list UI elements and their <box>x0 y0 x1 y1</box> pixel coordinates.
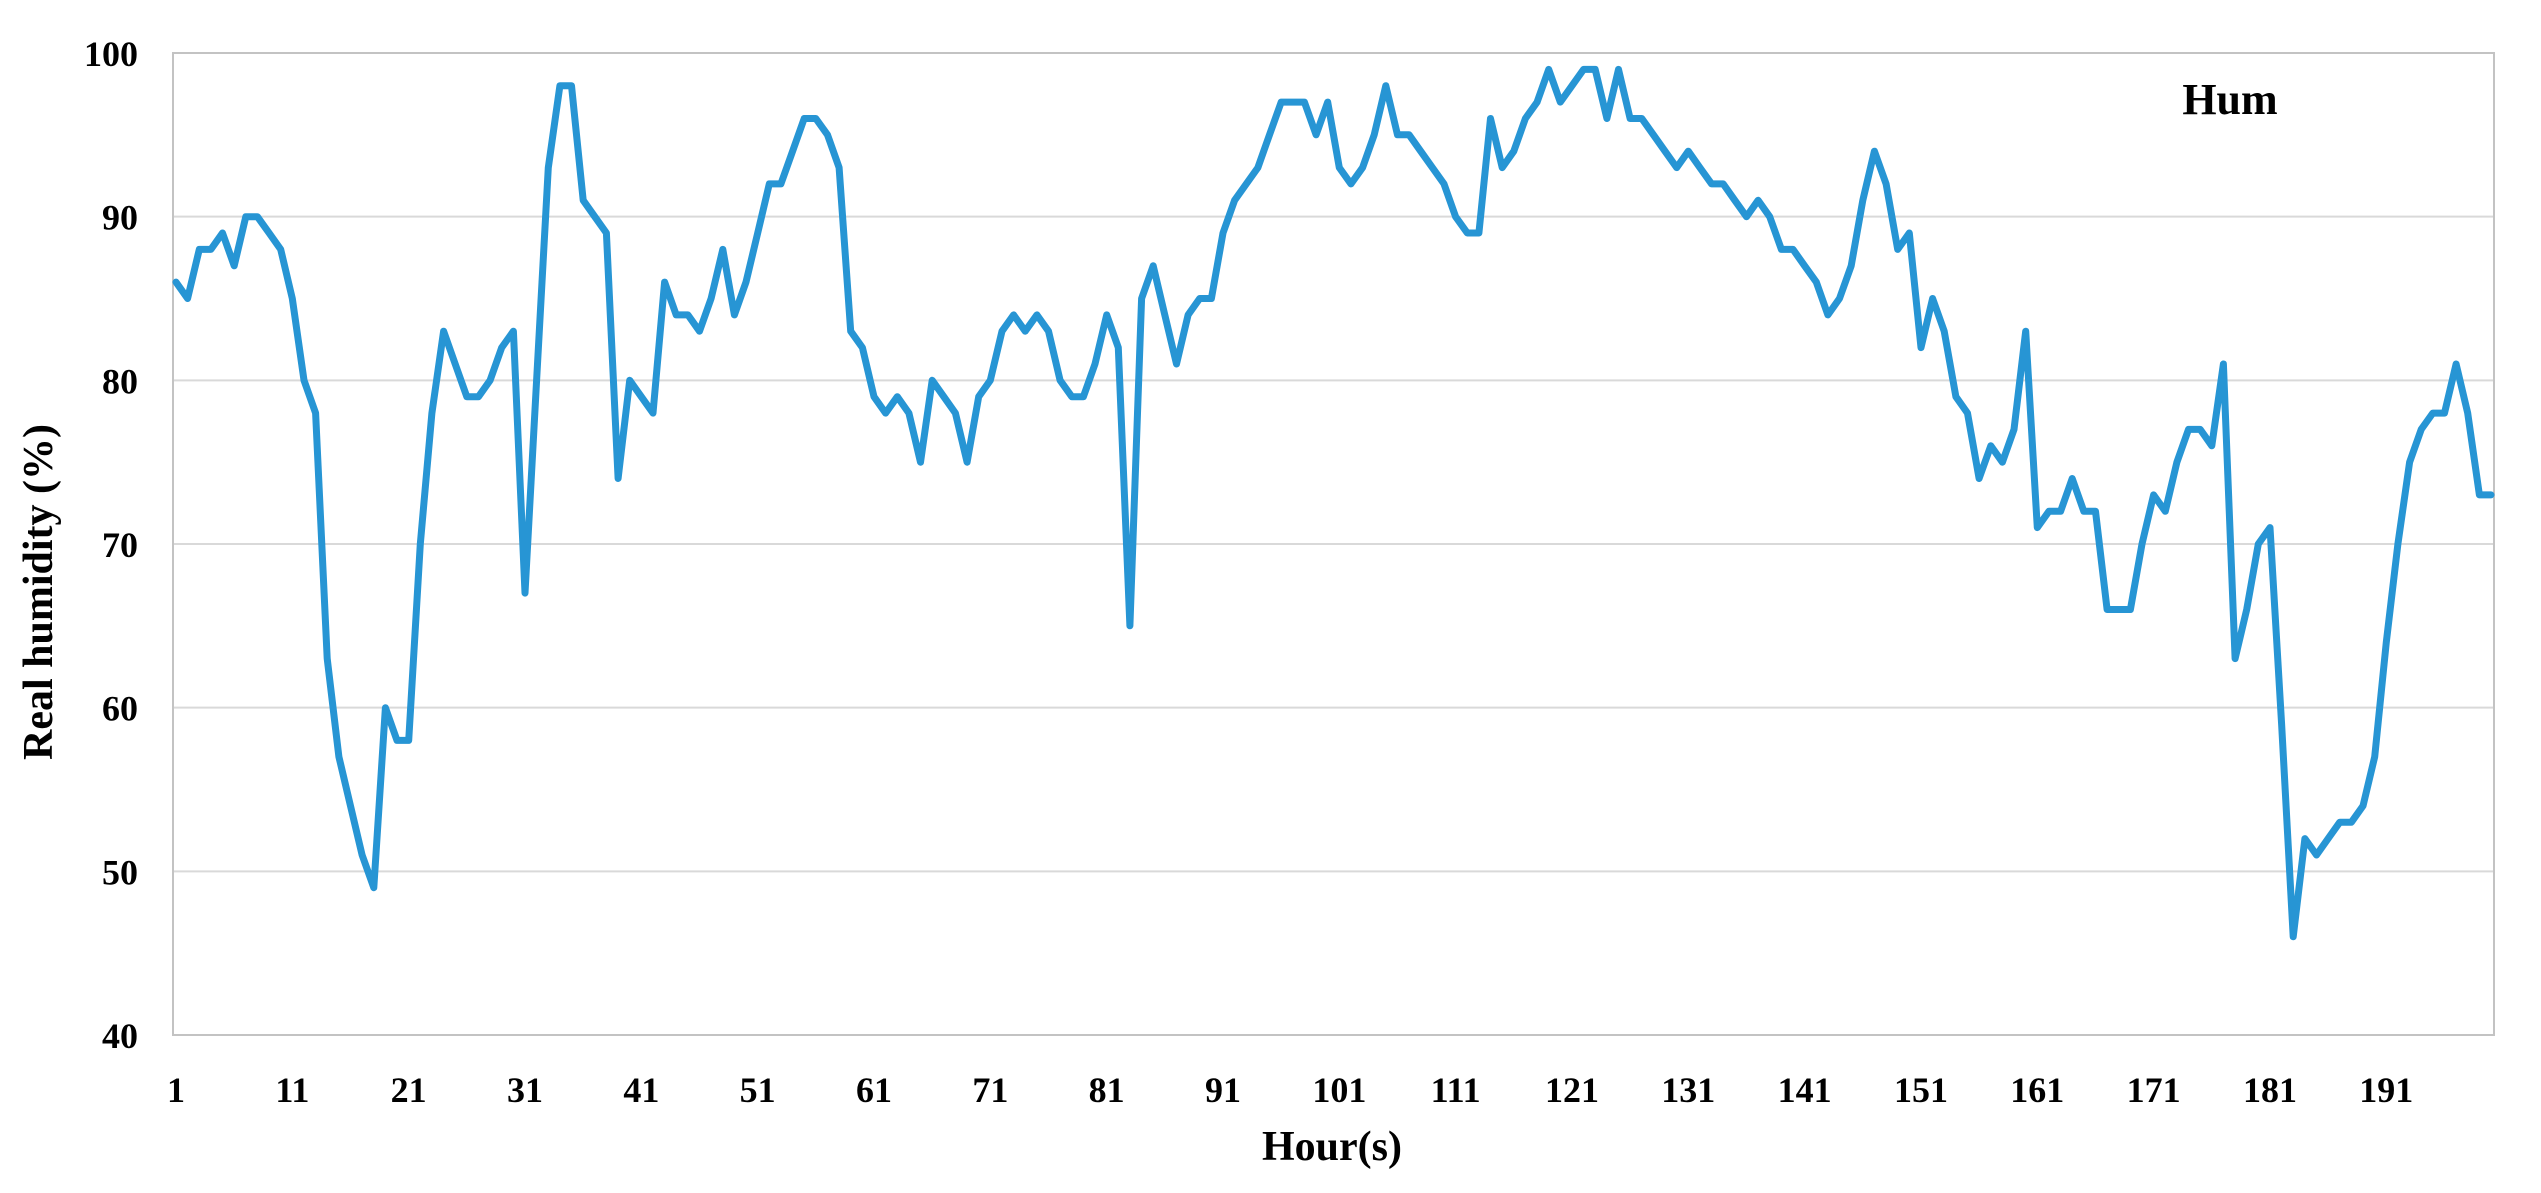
x-tick-label: 191 <box>2359 1070 2413 1110</box>
x-tick-label: 91 <box>1205 1070 1241 1110</box>
y-tick-label: 80 <box>102 361 138 401</box>
legend-label: Hum <box>2182 75 2277 124</box>
series-layer <box>172 65 2495 941</box>
x-tick-label: 81 <box>1089 1070 1125 1110</box>
x-tick-label: 1 <box>167 1070 185 1110</box>
y-tick-label: 40 <box>102 1016 138 1056</box>
x-tick-label: 151 <box>1894 1070 1948 1110</box>
y-tick-label: 70 <box>102 525 138 565</box>
x-tick-label: 141 <box>1778 1070 1832 1110</box>
x-tick-label: 21 <box>391 1070 427 1110</box>
y-axis-title: Real humidity (%) <box>16 424 62 760</box>
y-tick-label: 100 <box>84 34 138 74</box>
x-tick-label: 101 <box>1312 1070 1366 1110</box>
x-tick-label: 111 <box>1431 1070 1481 1110</box>
plot-border <box>172 52 2495 1036</box>
grid-layer <box>172 52 2495 1036</box>
x-tick-label: 41 <box>623 1070 659 1110</box>
x-tick-label: 61 <box>856 1070 892 1110</box>
x-tick-label: 161 <box>2010 1070 2064 1110</box>
x-tick-label: 51 <box>740 1070 776 1110</box>
x-tick-label: 171 <box>2127 1070 2181 1110</box>
x-tick-label: 181 <box>2243 1070 2297 1110</box>
x-tick-label: 31 <box>507 1070 543 1110</box>
humidity-series-line <box>172 65 2495 941</box>
y-tick-label: 90 <box>102 198 138 238</box>
x-axis-title: Hour(s) <box>1262 1124 1402 1170</box>
y-tick-label: 50 <box>102 852 138 892</box>
x-tick-label: 121 <box>1545 1070 1599 1110</box>
x-tick-label: 131 <box>1661 1070 1715 1110</box>
x-tick-label: 11 <box>275 1070 309 1110</box>
x-tick-label: 71 <box>972 1070 1008 1110</box>
y-tick-label: 60 <box>102 689 138 729</box>
